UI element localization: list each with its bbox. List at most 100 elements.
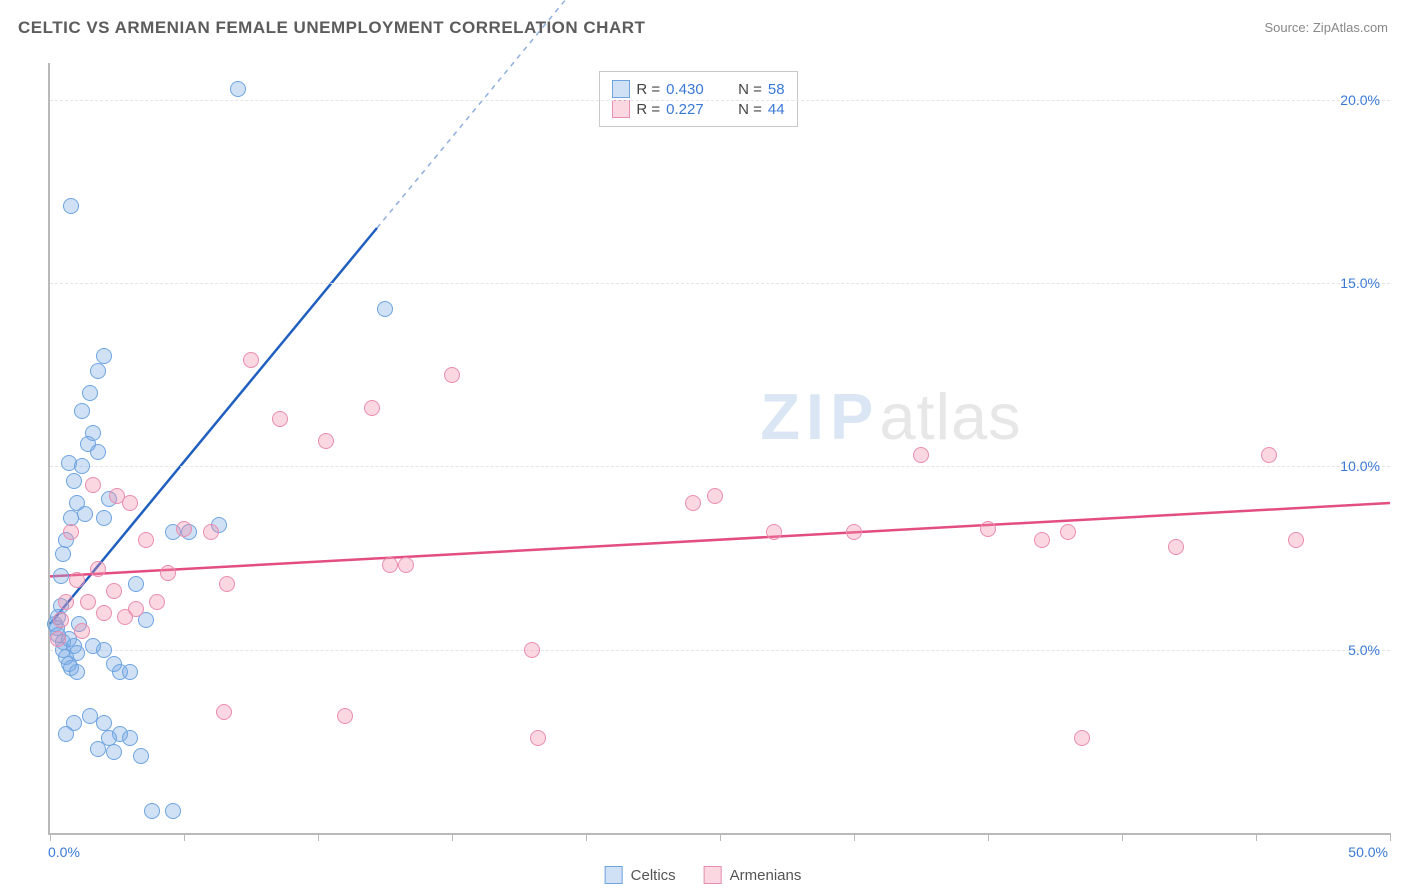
scatter-point: [1288, 532, 1304, 548]
scatter-point: [80, 594, 96, 610]
series-swatch: [612, 100, 630, 118]
legend-swatch: [605, 866, 623, 884]
scatter-point: [1168, 539, 1184, 555]
scatter-point: [63, 198, 79, 214]
scatter-point: [122, 495, 138, 511]
legend-item: Armenians: [704, 866, 802, 884]
x-tick: [720, 833, 721, 841]
x-tick: [452, 833, 453, 841]
scatter-point: [707, 488, 723, 504]
scatter-point: [1261, 447, 1277, 463]
x-tick: [318, 833, 319, 841]
scatter-point: [55, 546, 71, 562]
scatter-point: [846, 524, 862, 540]
x-tick: [854, 833, 855, 841]
scatter-point: [90, 741, 106, 757]
stats-r-label: R =: [636, 101, 660, 118]
scatter-point: [144, 803, 160, 819]
scatter-point: [1060, 524, 1076, 540]
scatter-point: [685, 495, 701, 511]
scatter-point: [74, 623, 90, 639]
scatter-point: [82, 385, 98, 401]
stats-r-value: 0.227: [666, 101, 724, 118]
x-tick: [988, 833, 989, 841]
x-tick-label: 50.0%: [1348, 844, 1388, 860]
stats-row: R = 0.227 N = 44: [612, 100, 784, 118]
stats-r-label: R =: [636, 81, 660, 98]
scatter-point: [318, 433, 334, 449]
y-tick-label: 20.0%: [1340, 92, 1380, 108]
trend-line: [50, 503, 1390, 576]
scatter-point: [128, 601, 144, 617]
scatter-point: [216, 704, 232, 720]
scatter-point: [58, 594, 74, 610]
scatter-point: [106, 583, 122, 599]
chart-title: CELTIC VS ARMENIAN FEMALE UNEMPLOYMENT C…: [18, 18, 645, 37]
trend-lines-layer: [50, 63, 1390, 833]
scatter-point: [90, 444, 106, 460]
scatter-point: [1074, 730, 1090, 746]
scatter-point: [128, 576, 144, 592]
scatter-point: [364, 400, 380, 416]
scatter-point: [96, 642, 112, 658]
gridline: [50, 283, 1390, 284]
stats-row: R = 0.430 N = 58: [612, 80, 784, 98]
scatter-point: [398, 557, 414, 573]
stats-n-label: N =: [738, 101, 762, 118]
scatter-point: [66, 473, 82, 489]
stats-n-value: 44: [768, 101, 785, 118]
x-tick: [184, 833, 185, 841]
scatter-point: [444, 367, 460, 383]
legend-label: Armenians: [730, 867, 802, 884]
scatter-point: [524, 642, 540, 658]
stats-n-label: N =: [738, 81, 762, 98]
x-tick: [1256, 833, 1257, 841]
watermark: ZIPatlas: [760, 379, 1021, 454]
scatter-point: [122, 730, 138, 746]
scatter-point: [382, 557, 398, 573]
scatter-point: [243, 352, 259, 368]
gridline: [50, 466, 1390, 467]
scatter-point: [69, 572, 85, 588]
chart-legend: Celtics Armenians: [605, 866, 802, 884]
scatter-point: [272, 411, 288, 427]
scatter-point: [96, 510, 112, 526]
scatter-point: [980, 521, 996, 537]
scatter-point: [85, 477, 101, 493]
scatter-point: [133, 748, 149, 764]
scatter-point: [69, 645, 85, 661]
scatter-point: [63, 524, 79, 540]
scatter-point: [74, 458, 90, 474]
scatter-point: [377, 301, 393, 317]
gridline: [50, 100, 1390, 101]
stats-n-value: 58: [768, 81, 785, 98]
legend-swatch: [704, 866, 722, 884]
scatter-point: [230, 81, 246, 97]
scatter-point: [96, 605, 112, 621]
series-swatch: [612, 80, 630, 98]
scatter-point: [203, 524, 219, 540]
legend-item: Celtics: [605, 866, 676, 884]
chart-container: Female Unemployment ZIPatlas R =0.430N =…: [0, 55, 1406, 890]
legend-label: Celtics: [631, 867, 676, 884]
scatter-point: [1034, 532, 1050, 548]
stats-r-value: 0.430: [666, 81, 724, 98]
scatter-point: [766, 524, 782, 540]
scatter-point: [176, 521, 192, 537]
scatter-point: [74, 403, 90, 419]
scatter-point: [96, 348, 112, 364]
scatter-point: [913, 447, 929, 463]
scatter-point: [138, 532, 154, 548]
scatter-point: [122, 664, 138, 680]
x-tick: [586, 833, 587, 841]
scatter-point: [530, 730, 546, 746]
scatter-point: [53, 568, 69, 584]
scatter-point: [219, 576, 235, 592]
scatter-point: [90, 561, 106, 577]
y-tick-label: 10.0%: [1340, 458, 1380, 474]
x-tick: [1390, 833, 1391, 841]
y-tick-label: 5.0%: [1348, 642, 1380, 658]
source-label: Source: ZipAtlas.com: [1264, 20, 1388, 35]
scatter-point: [53, 612, 69, 628]
y-tick-label: 15.0%: [1340, 275, 1380, 291]
